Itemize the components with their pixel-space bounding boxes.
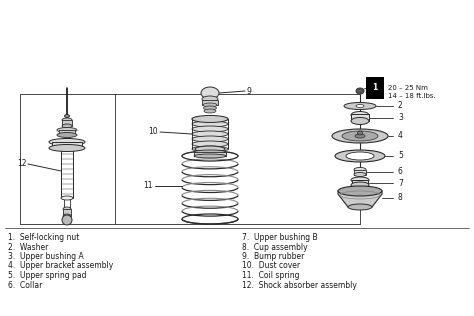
Ellipse shape <box>357 131 363 135</box>
Text: 7: 7 <box>398 179 403 187</box>
Ellipse shape <box>63 214 71 218</box>
Ellipse shape <box>354 173 366 177</box>
Ellipse shape <box>344 102 376 110</box>
Bar <box>52 142 82 148</box>
Ellipse shape <box>348 204 372 210</box>
Ellipse shape <box>203 106 217 110</box>
Ellipse shape <box>61 196 73 200</box>
Ellipse shape <box>338 186 382 196</box>
Ellipse shape <box>204 109 216 113</box>
Ellipse shape <box>354 167 366 172</box>
Ellipse shape <box>351 118 369 125</box>
Ellipse shape <box>195 146 225 152</box>
Polygon shape <box>338 191 382 207</box>
Text: 12: 12 <box>18 160 27 168</box>
Ellipse shape <box>62 118 72 122</box>
Text: 3.  Upper bushing A: 3. Upper bushing A <box>8 252 84 261</box>
Ellipse shape <box>194 154 226 158</box>
Text: 9.  Bump rubber: 9. Bump rubber <box>242 252 304 261</box>
Ellipse shape <box>192 136 228 142</box>
Text: 9: 9 <box>247 87 252 95</box>
Bar <box>354 169 366 174</box>
Bar <box>59 130 75 135</box>
Ellipse shape <box>346 152 374 160</box>
Ellipse shape <box>64 114 70 118</box>
Text: 20 – 25 Nm
14 – 18 ft.lbs.: 20 – 25 Nm 14 – 18 ft.lbs. <box>388 85 436 99</box>
Bar <box>202 100 218 105</box>
Bar <box>62 120 72 126</box>
Ellipse shape <box>57 132 77 137</box>
Ellipse shape <box>351 112 369 118</box>
Text: 10: 10 <box>148 127 158 137</box>
Ellipse shape <box>62 215 72 225</box>
Text: 8: 8 <box>398 193 403 203</box>
Bar <box>63 209 71 216</box>
Bar <box>351 114 369 121</box>
Text: 10.  Dust cover: 10. Dust cover <box>242 262 300 270</box>
Ellipse shape <box>49 138 85 145</box>
Ellipse shape <box>351 182 369 188</box>
Text: 1: 1 <box>373 83 378 93</box>
Ellipse shape <box>332 129 388 143</box>
Ellipse shape <box>356 88 364 94</box>
Text: 5: 5 <box>398 151 403 161</box>
Ellipse shape <box>192 116 228 123</box>
Text: 2: 2 <box>398 101 403 111</box>
Text: 8.  Cup assembly: 8. Cup assembly <box>242 242 308 252</box>
Text: 11: 11 <box>144 181 153 191</box>
Text: 6: 6 <box>398 167 403 177</box>
Ellipse shape <box>202 96 218 102</box>
Text: 2.  Washer: 2. Washer <box>8 242 48 252</box>
Ellipse shape <box>62 124 72 128</box>
Text: 4: 4 <box>398 131 403 141</box>
Ellipse shape <box>351 177 369 183</box>
Text: 6.  Collar: 6. Collar <box>8 281 42 289</box>
Ellipse shape <box>194 150 226 154</box>
Text: 12.  Shock absorber assembly: 12. Shock absorber assembly <box>242 281 357 289</box>
Ellipse shape <box>192 146 228 152</box>
Text: 7.  Upper bushing B: 7. Upper bushing B <box>242 233 318 242</box>
Text: 4.  Upper bracket assembly: 4. Upper bracket assembly <box>8 262 113 270</box>
Ellipse shape <box>57 127 77 132</box>
Text: 11.  Coil spring: 11. Coil spring <box>242 271 300 280</box>
Ellipse shape <box>355 134 365 138</box>
Text: 1.  Self-locking nut: 1. Self-locking nut <box>8 233 79 242</box>
Ellipse shape <box>192 126 228 132</box>
Ellipse shape <box>356 105 364 107</box>
Ellipse shape <box>201 87 219 99</box>
Ellipse shape <box>192 141 228 147</box>
Bar <box>194 152 226 156</box>
Ellipse shape <box>63 207 71 211</box>
Text: 3: 3 <box>398 113 403 123</box>
Ellipse shape <box>192 121 228 127</box>
Ellipse shape <box>192 116 228 122</box>
Ellipse shape <box>335 150 385 162</box>
Ellipse shape <box>203 103 217 107</box>
Ellipse shape <box>192 131 228 137</box>
Text: 5.  Upper spring pad: 5. Upper spring pad <box>8 271 86 280</box>
Bar <box>352 180 368 185</box>
Ellipse shape <box>49 144 85 151</box>
Ellipse shape <box>342 131 378 141</box>
